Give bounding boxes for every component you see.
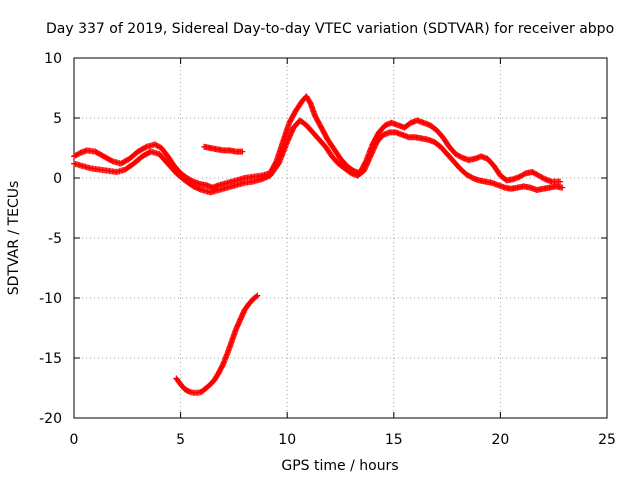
data-point (254, 292, 261, 299)
x-tick-label: 10 (278, 432, 296, 448)
tick-layer: 0 5 10 15 20 25 -20 -15 -10 -5 0 5 10 (39, 51, 616, 448)
data-point (108, 157, 115, 164)
y-tick-label: 10 (44, 51, 62, 67)
y-tick-label: -15 (39, 351, 62, 367)
data-point (239, 148, 246, 155)
x-tick-label: 20 (491, 432, 509, 448)
series-track-short-arc (201, 143, 246, 155)
x-tick-label: 25 (598, 432, 616, 448)
data-point (559, 184, 566, 191)
series-track-main-upper (71, 93, 564, 191)
y-tick-label: 0 (53, 171, 62, 187)
series-track-main-lower (71, 117, 566, 196)
x-tick-label: 5 (176, 432, 185, 448)
y-tick-label: -5 (48, 231, 62, 247)
x-tick-label: 0 (70, 432, 79, 448)
y-tick-label: 5 (53, 111, 62, 127)
chart-title: Day 337 of 2019, Sidereal Day-to-day VTE… (46, 21, 614, 37)
x-axis-label: GPS time / hours (281, 458, 398, 474)
grid-layer (74, 58, 607, 418)
x-tick-label: 15 (385, 432, 403, 448)
points-layer (71, 93, 566, 396)
data-point (142, 144, 149, 151)
y-axis-label: SDTVAR / TECUs (6, 181, 22, 296)
data-point (253, 293, 260, 300)
plot-frame (73, 57, 608, 419)
y-tick-label: -10 (39, 291, 62, 307)
data-point (557, 178, 564, 185)
series-track-negative-arc (173, 292, 261, 396)
y-tick-label: -20 (39, 411, 62, 427)
